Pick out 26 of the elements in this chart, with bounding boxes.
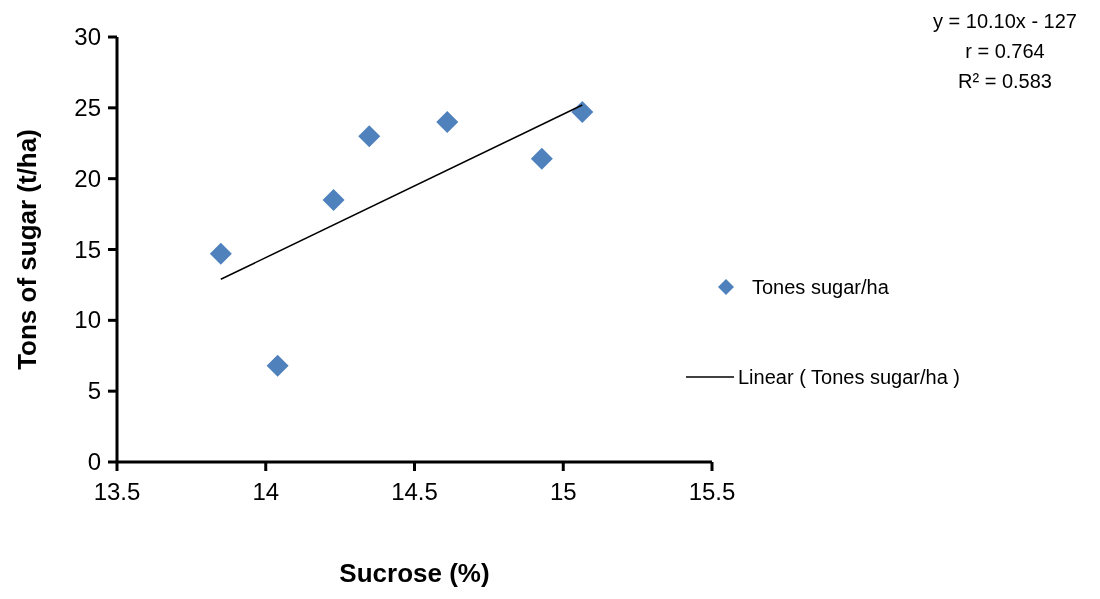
text: R² = 0.583 <box>958 70 1052 92</box>
y-tick-label: 30 <box>74 23 101 50</box>
x-tick-label: 14.5 <box>391 478 438 505</box>
point <box>266 354 289 377</box>
x-axis-title: Sucrose (%) <box>339 558 490 588</box>
point <box>571 101 594 124</box>
legend-label: Tones sugar/ha <box>752 276 890 298</box>
y-tick-label: 0 <box>87 448 101 475</box>
x-tick-label: 15 <box>549 478 577 505</box>
text: y = 10.10x - 127 <box>933 10 1077 32</box>
y-tick-label: 15 <box>74 235 101 263</box>
text: r = 0.764 <box>965 40 1045 62</box>
x-tick-label: 14 <box>252 478 280 505</box>
point <box>209 242 232 265</box>
y-tick-label: 5 <box>87 377 101 405</box>
x-tick-label: 13.5 <box>93 478 141 505</box>
point <box>530 147 553 170</box>
y-tick-label: 25 <box>74 93 101 121</box>
point <box>322 188 345 211</box>
x-tick-label: 15.5 <box>688 478 736 505</box>
y-tick-label: 10 <box>74 306 101 334</box>
legend-label: Linear ( Tones sugar/ha ) <box>738 366 960 388</box>
y-axis-title: Tons of sugar (t/ha) <box>12 129 42 370</box>
y-tick-label: 20 <box>74 164 101 192</box>
point <box>436 111 459 133</box>
point <box>358 125 381 148</box>
